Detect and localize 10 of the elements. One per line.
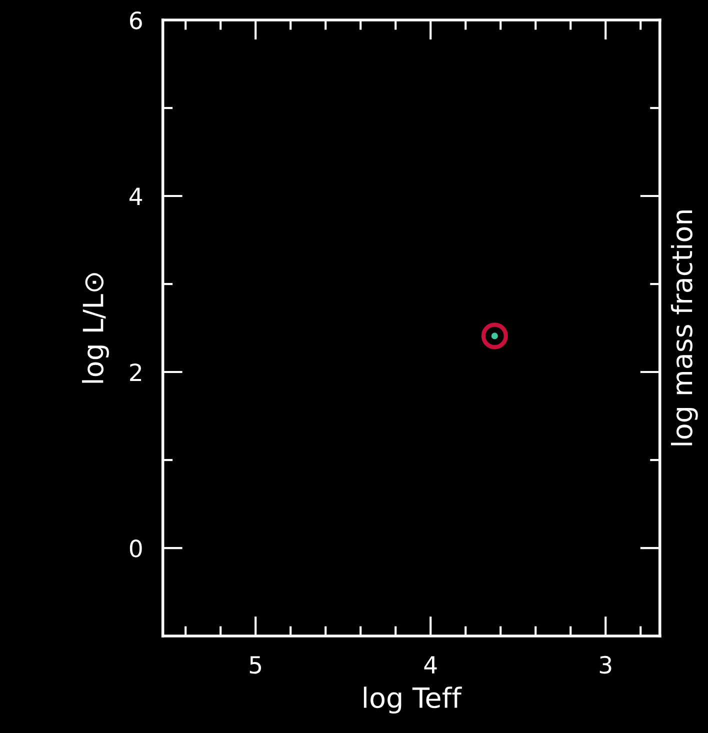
- x-tick-label: 5: [250, 656, 262, 674]
- y-tick-label: 0: [130, 539, 142, 558]
- y2-axis-title: log mass fraction: [670, 210, 698, 446]
- x-tick-label: 3: [600, 656, 612, 674]
- y-tick-label: 2: [130, 363, 142, 381]
- y-axis-title: log L/L⊙: [82, 273, 109, 383]
- y-tick-label: 6: [130, 11, 142, 30]
- x-axis-title: log Teff: [364, 686, 462, 714]
- x-tick-label: 4: [424, 656, 437, 674]
- y-tick-label: 4: [130, 188, 142, 205]
